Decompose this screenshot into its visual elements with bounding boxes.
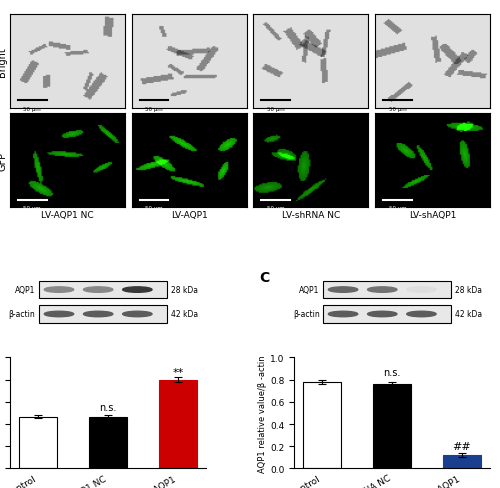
X-axis label: LV-shRNA NC: LV-shRNA NC	[282, 210, 340, 220]
Ellipse shape	[44, 287, 74, 293]
Ellipse shape	[406, 287, 436, 293]
Text: 50 μm: 50 μm	[388, 206, 406, 211]
Ellipse shape	[406, 312, 436, 317]
Ellipse shape	[122, 312, 152, 317]
FancyBboxPatch shape	[324, 282, 451, 299]
Text: β-actin: β-actin	[8, 310, 36, 319]
Ellipse shape	[122, 287, 152, 293]
X-axis label: LV-shAQP1: LV-shAQP1	[409, 210, 457, 220]
Bar	[158, 380, 197, 468]
FancyBboxPatch shape	[324, 306, 451, 323]
Y-axis label: AQP1 relative value/β -actin: AQP1 relative value/β -actin	[258, 354, 267, 472]
Bar	[303, 382, 342, 468]
Text: 50 μm: 50 μm	[267, 107, 284, 112]
Text: 42 kDa: 42 kDa	[454, 310, 482, 319]
Y-axis label: Bright: Bright	[0, 47, 7, 77]
Text: **: **	[172, 367, 184, 377]
Ellipse shape	[368, 312, 397, 317]
Text: β-actin: β-actin	[293, 310, 320, 319]
Text: AQP1: AQP1	[15, 285, 36, 294]
Text: C: C	[259, 270, 269, 285]
Text: 50 μm: 50 μm	[24, 206, 41, 211]
Bar	[373, 385, 411, 468]
Text: AQP1: AQP1	[299, 285, 320, 294]
Text: 28 kDa: 28 kDa	[170, 285, 198, 294]
Y-axis label: GFP: GFP	[0, 151, 7, 170]
Ellipse shape	[44, 312, 74, 317]
Text: n.s.: n.s.	[100, 403, 116, 412]
Bar	[442, 455, 481, 468]
X-axis label: LV-AQP1: LV-AQP1	[171, 210, 207, 220]
Text: 50 μm: 50 μm	[24, 107, 41, 112]
Ellipse shape	[84, 312, 113, 317]
Bar	[89, 417, 127, 468]
FancyBboxPatch shape	[40, 306, 166, 323]
Ellipse shape	[368, 287, 397, 293]
Text: 50 μm: 50 μm	[145, 206, 163, 211]
Ellipse shape	[84, 287, 113, 293]
Bar	[19, 417, 58, 468]
Text: 50 μm: 50 μm	[267, 206, 284, 211]
Ellipse shape	[328, 312, 358, 317]
Text: n.s.: n.s.	[384, 367, 400, 378]
Text: 50 μm: 50 μm	[388, 107, 406, 112]
Text: 50 μm: 50 μm	[145, 107, 163, 112]
FancyBboxPatch shape	[40, 282, 166, 299]
Text: 42 kDa: 42 kDa	[170, 310, 198, 319]
Text: 28 kDa: 28 kDa	[454, 285, 481, 294]
Ellipse shape	[328, 287, 358, 293]
X-axis label: LV-AQP1 NC: LV-AQP1 NC	[41, 210, 94, 220]
Text: ##: ##	[452, 441, 471, 451]
